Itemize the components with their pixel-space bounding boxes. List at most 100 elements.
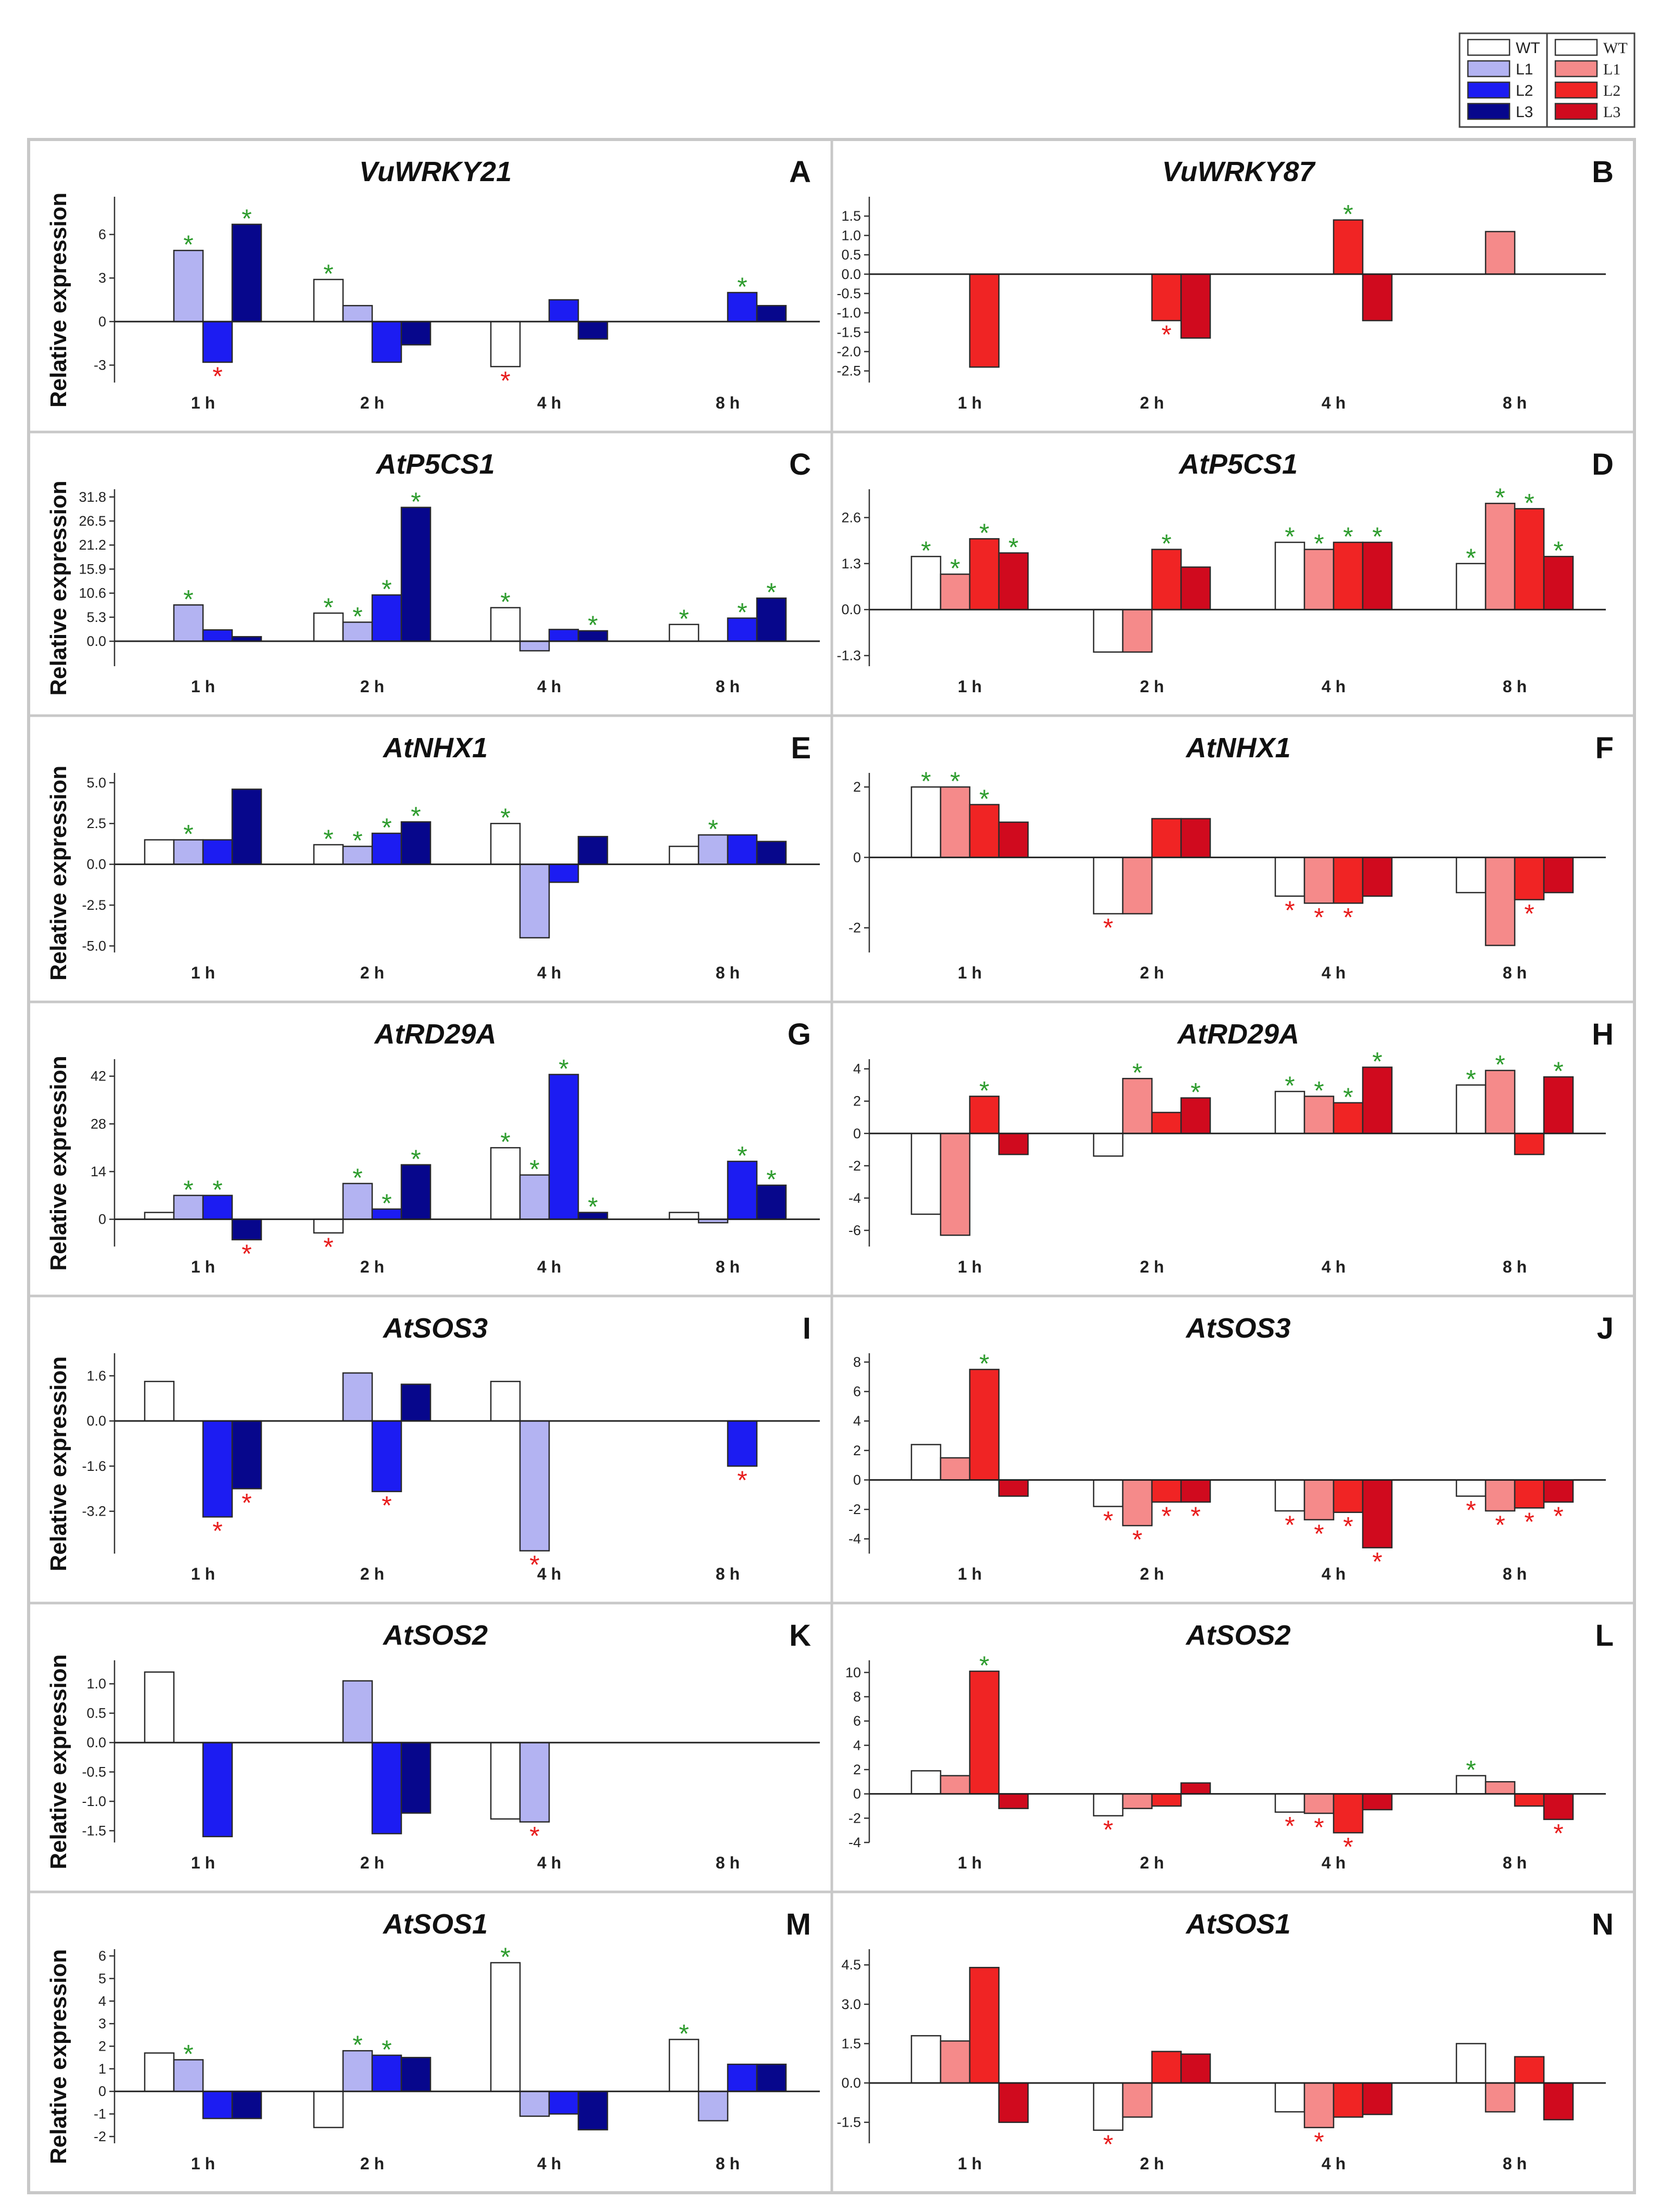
panels: VuWRKY21 A Relative expression -3 0 3 6 * * * 1 h *…: [29, 139, 1634, 2193]
y-axis-label: Relative expression: [46, 193, 71, 408]
significance-star: *: [212, 1175, 222, 1204]
legend-swatch-l1: [1554, 60, 1598, 78]
significance-star: *: [411, 1145, 421, 1174]
significance-star: *: [979, 1651, 989, 1680]
significance-star: *: [979, 1349, 989, 1378]
bar-l3: [400, 2056, 432, 2092]
significance-star: *: [737, 598, 747, 627]
significance-star: *: [1343, 902, 1353, 932]
significance-star: *: [242, 204, 251, 233]
bar-l2: [548, 2090, 579, 2115]
significance-star: *: [323, 1232, 333, 1262]
x-category-label: 4 h: [1322, 393, 1346, 412]
significance-star: *: [1524, 899, 1534, 929]
significance-star: *: [1132, 1058, 1142, 1087]
significance-star: *: [1372, 522, 1382, 551]
bar-l3: [231, 1420, 262, 1490]
x-category-label: 4 h: [1322, 1853, 1346, 1872]
bar-wt: [490, 607, 521, 642]
bar-l2: [548, 299, 579, 323]
y-tick-label: 0: [98, 1212, 106, 1227]
bar-l2: [727, 834, 758, 865]
x-category-label: 1 h: [958, 2154, 982, 2173]
bar-l3: [1180, 273, 1211, 339]
bar-wt: [1274, 1479, 1305, 1512]
bar-l3: [400, 506, 432, 642]
significance-star: *: [1285, 522, 1295, 551]
panel-A: VuWRKY21 A Relative expression -3 0 3 6 * * * 1 h *…: [46, 155, 820, 412]
legend-swatch-l3: [1554, 103, 1598, 120]
significance-star: *: [588, 611, 598, 640]
bar-l1: [173, 249, 204, 323]
x-category-label: 4 h: [1322, 963, 1346, 982]
significance-star: *: [950, 554, 960, 583]
bar-l3: [231, 1218, 262, 1241]
bar-l1: [1303, 1793, 1335, 1814]
bar-l2: [727, 2063, 758, 2092]
bar-wt: [313, 1218, 344, 1234]
y-tick-label: 2: [98, 2039, 106, 2054]
y-tick-label: 0.0: [841, 266, 861, 282]
bar-l1: [173, 2059, 204, 2092]
significance-star: *: [382, 1189, 391, 1218]
y-tick-label: 2: [853, 779, 861, 795]
bar-l3: [231, 2090, 262, 2119]
panel-letter: H: [1592, 1018, 1614, 1051]
significance-star: *: [737, 1466, 747, 1495]
y-tick-label: 6: [853, 1384, 861, 1400]
bar-l2: [969, 538, 1000, 611]
y-tick-label: 15.9: [79, 561, 106, 577]
bar-l2: [371, 594, 402, 642]
significance-star: *: [1314, 1813, 1324, 1842]
x-category-label: 4 h: [537, 1853, 561, 1872]
significance-star: *: [1343, 1832, 1353, 1861]
significance-star: *: [1314, 529, 1324, 558]
bar-l1: [698, 2090, 729, 2121]
x-category-label: 4 h: [1322, 1257, 1346, 1276]
bar-l3: [756, 304, 787, 323]
y-tick-label: 0: [853, 849, 861, 865]
y-tick-label: 5.3: [86, 609, 106, 625]
bar-wt: [1455, 857, 1487, 894]
panel-title: VuWRKY21: [359, 156, 512, 187]
bar-l1: [1303, 1096, 1335, 1135]
bar-l3: [400, 1383, 432, 1422]
bar-wt: [1455, 1479, 1487, 1497]
bar-l1: [173, 604, 204, 642]
y-tick-label: 0.0: [86, 1413, 106, 1429]
bar-wt: [490, 1962, 521, 2092]
bar-l1: [940, 786, 971, 858]
bar-wt: [1093, 1793, 1124, 1816]
significance-star: *: [382, 1491, 391, 1520]
significance-star: *: [737, 1141, 747, 1170]
bar-l1: [1485, 1070, 1516, 1135]
x-category-label: 4 h: [537, 1565, 561, 1583]
bar-l2: [1514, 1479, 1545, 1509]
panel-letter: F: [1595, 731, 1614, 765]
significance-star: *: [212, 362, 222, 391]
x-category-label: 8 h: [1503, 1257, 1527, 1276]
bar-l3: [577, 836, 608, 865]
x-category-label: 2 h: [1140, 1257, 1164, 1276]
bar-l3: [756, 597, 787, 642]
legend-swatch-wt: [1467, 39, 1511, 56]
y-tick-label: 42: [91, 1069, 106, 1084]
x-category-label: 1 h: [191, 1565, 215, 1583]
significance-star: *: [352, 602, 362, 631]
bar-wt: [144, 2052, 175, 2092]
bar-l1: [940, 1457, 971, 1481]
y-tick-label: 31.8: [79, 489, 106, 505]
y-tick-label: 4: [853, 1061, 861, 1077]
panel-letter: K: [789, 1619, 811, 1652]
significance-star: *: [529, 1821, 539, 1850]
x-category-label: 2 h: [360, 2154, 384, 2173]
significance-star: *: [1466, 1496, 1476, 1525]
significance-star: *: [1343, 1512, 1353, 1541]
y-axis-label: Relative expression: [46, 480, 71, 695]
y-tick-label: 8: [853, 1354, 861, 1370]
y-tick-label: 2.5: [86, 816, 106, 831]
legend-label-l1: L1: [1603, 61, 1620, 78]
bar-l2: [1151, 818, 1182, 858]
bar-wt: [1274, 2082, 1305, 2113]
